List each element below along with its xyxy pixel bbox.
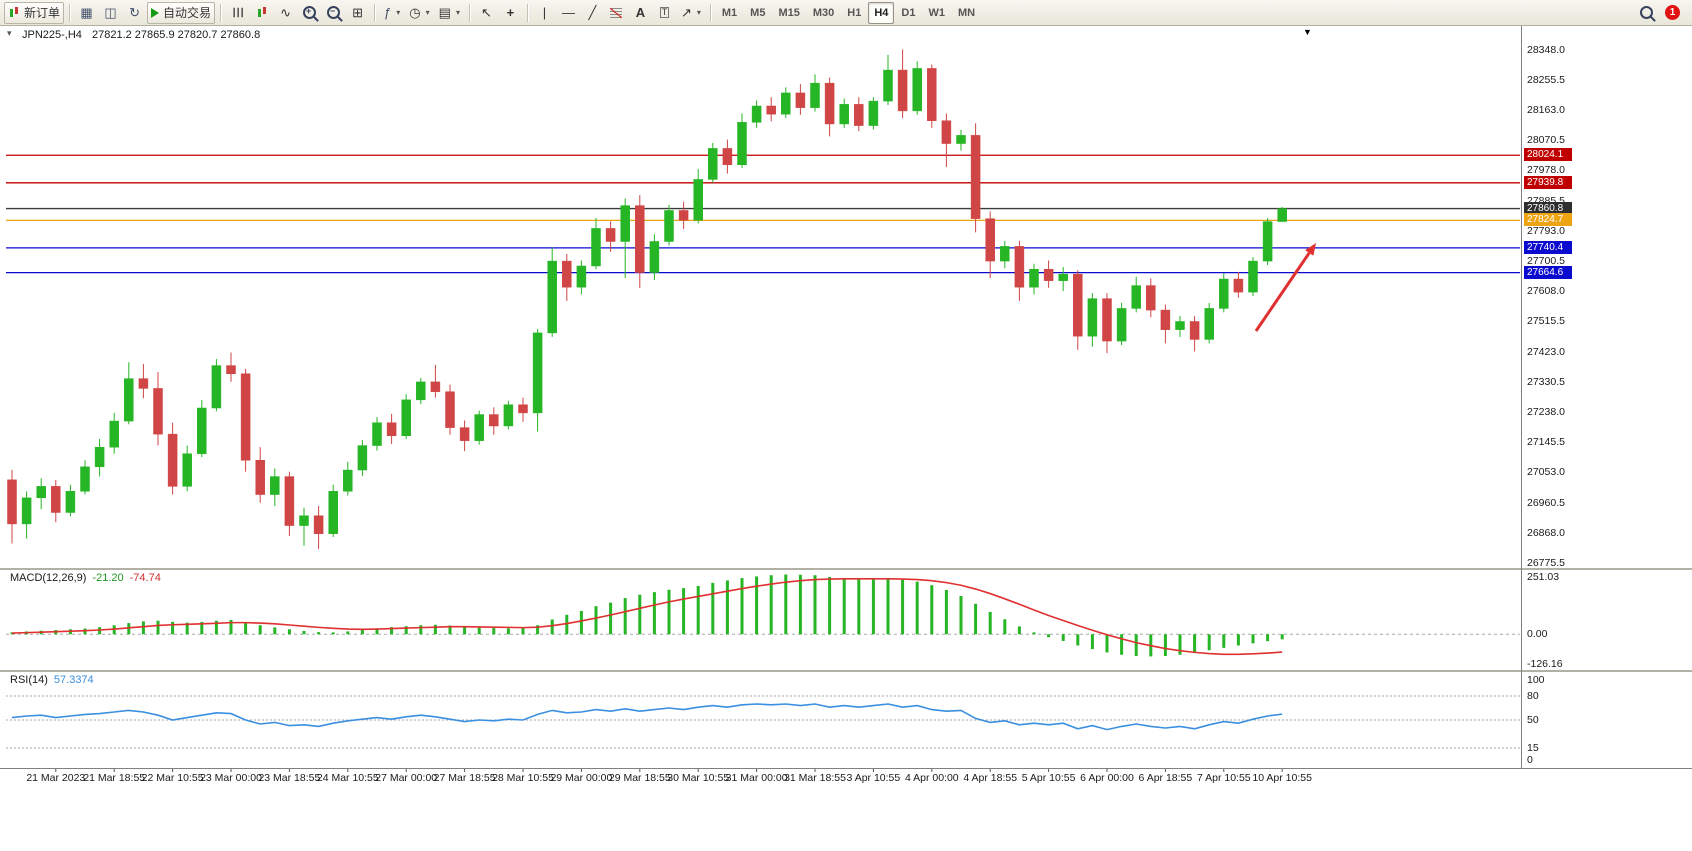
chevron-down-icon: ▾ xyxy=(696,8,701,17)
toolbar-separator xyxy=(69,3,71,22)
new-order-icon xyxy=(8,6,20,19)
timeframe-mn[interactable]: MN xyxy=(957,6,976,19)
one-click-trading-expander[interactable]: ▾ xyxy=(7,28,12,38)
ohlc-values: 27821.2 27865.9 27820.7 27860.8 xyxy=(91,29,261,41)
refresh-button[interactable]: ↻ xyxy=(123,2,146,24)
periods-button[interactable]: ◷ ▾ xyxy=(405,2,433,24)
timeframe-w1[interactable]: W1 xyxy=(928,6,945,19)
macd-main-value: -21.20 xyxy=(92,572,124,584)
toolbar-separator xyxy=(374,3,376,22)
crosshair-icon: + xyxy=(506,5,515,20)
horizontal-line-icon: — xyxy=(561,5,575,20)
macd-signal-value: -74.74 xyxy=(129,572,161,584)
template-icon: ▤ xyxy=(438,5,451,20)
auto-trading-button[interactable]: 自动交易 xyxy=(147,1,216,24)
chart-window-icon: ▦ xyxy=(80,5,93,20)
indicators-button[interactable]: ƒ ▾ xyxy=(380,2,404,24)
chevron-down-icon: ▾ xyxy=(455,8,460,17)
profiles-button[interactable]: ◫ xyxy=(99,2,122,24)
new-order-button[interactable]: 新订单 xyxy=(4,1,65,24)
vertical-line-icon: | xyxy=(542,5,547,20)
zoom-in-icon: + xyxy=(303,6,317,19)
label-tool-icon: T xyxy=(659,7,670,18)
chevron-down-icon: ▾ xyxy=(425,8,430,17)
text-tool-icon: A xyxy=(635,5,646,20)
timeframe-m1[interactable]: M1 xyxy=(721,6,738,19)
timeframe-m30[interactable]: M30 xyxy=(812,6,835,19)
cursor-icon: ↖ xyxy=(481,5,492,20)
timeframe-m15[interactable]: M15 xyxy=(778,6,800,19)
timeframe-d1[interactable]: D1 xyxy=(901,6,916,19)
horizontal-line-button[interactable]: — xyxy=(557,2,580,24)
label-tool-button[interactable]: T xyxy=(653,2,676,24)
symbol-period-label: JPN225-,H4 xyxy=(22,29,82,41)
rsi-title: RSI(14) xyxy=(10,674,48,686)
candlestick-chart-button[interactable] xyxy=(250,2,273,24)
macd-indicator-label: MACD(12,26,9) -21.20 -74.74 xyxy=(10,572,161,584)
arrows-tool-button[interactable]: ↗ ▾ xyxy=(677,2,705,24)
line-chart-button[interactable]: ∿ xyxy=(274,2,297,24)
templates-button[interactable]: ▤ ▾ xyxy=(435,2,464,24)
fibonacci-icon xyxy=(610,7,623,18)
timeframe-h4[interactable]: H4 xyxy=(868,1,895,24)
fibonacci-button[interactable] xyxy=(605,2,628,24)
text-tool-button[interactable]: A xyxy=(629,2,652,24)
toolbar-separator xyxy=(526,3,528,22)
auto-trading-label: 自动交易 xyxy=(163,6,212,20)
timeframe-m5[interactable]: M5 xyxy=(750,6,766,19)
toolbar-separator xyxy=(709,3,711,22)
refresh-icon: ↻ xyxy=(129,5,140,20)
tile-windows-button[interactable]: ⊞ xyxy=(346,2,369,24)
macd-title: MACD(12,26,9) xyxy=(10,572,87,584)
line-chart-icon: ∿ xyxy=(280,5,291,20)
chart-shift-marker[interactable]: ▼ xyxy=(1303,27,1312,37)
chart-symbol-header: JPN225-,H4 27821.2 27865.9 27820.7 27860… xyxy=(22,29,260,41)
profiles-icon: ◫ xyxy=(104,5,117,20)
toolbar: 新订单 ▦ ◫ ↻ 自动交易 ☰ ∿ + − ⊞ ƒ ▾ ◷ ▾ ▤ ▾ ↖ + | … xyxy=(0,0,1692,26)
chevron-down-icon: ▾ xyxy=(396,8,401,17)
cursor-button[interactable]: ↖ xyxy=(475,2,498,24)
candlestick-icon xyxy=(256,6,268,19)
vertical-line-button[interactable]: | xyxy=(533,2,556,24)
timeframe-group: M1 M5 M15 M30 H1 H4 D1 W1 MN xyxy=(716,1,981,24)
tile-windows-icon: ⊞ xyxy=(352,5,363,20)
search-button[interactable] xyxy=(1635,2,1658,24)
trendline-icon: ╱ xyxy=(588,5,597,20)
new-chart-button[interactable]: ▦ xyxy=(75,2,98,24)
auto-trading-play-icon xyxy=(151,7,160,18)
indicators-icon: ƒ xyxy=(384,5,392,20)
bar-chart-icon: ☰ xyxy=(230,6,246,19)
zoom-out-button[interactable]: − xyxy=(322,2,345,24)
zoom-in-button[interactable]: + xyxy=(298,2,321,24)
crosshair-button[interactable]: + xyxy=(499,2,522,24)
rsi-value: 57.3374 xyxy=(53,674,94,686)
timeframe-h1[interactable]: H1 xyxy=(847,6,862,19)
new-order-label: 新订单 xyxy=(24,6,61,20)
trendline-button[interactable]: ╱ xyxy=(581,2,604,24)
toolbar-separator xyxy=(468,3,470,22)
arrow-tool-icon: ↗ xyxy=(680,5,692,20)
notification-badge[interactable]: 1 xyxy=(1665,5,1680,20)
clock-icon: ◷ xyxy=(409,5,421,20)
bar-chart-button[interactable]: ☰ xyxy=(226,2,249,24)
toolbar-separator xyxy=(220,3,222,22)
rsi-indicator-label: RSI(14) 57.3374 xyxy=(10,674,94,686)
search-icon xyxy=(1640,6,1653,19)
zoom-out-icon: − xyxy=(327,6,341,19)
